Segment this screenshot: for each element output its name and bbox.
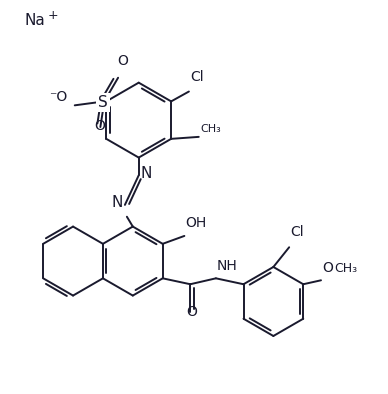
Text: O: O [94, 119, 105, 133]
Text: +: + [48, 9, 59, 22]
Text: N: N [111, 195, 123, 210]
Text: O: O [186, 305, 197, 319]
Text: CH₃: CH₃ [201, 124, 222, 134]
Text: Cl: Cl [290, 225, 304, 240]
Text: OH: OH [185, 216, 206, 230]
Text: Cl: Cl [190, 70, 203, 84]
Text: Na: Na [24, 13, 45, 28]
Text: N: N [141, 166, 152, 181]
Text: CH₃: CH₃ [334, 262, 357, 275]
Text: NH: NH [217, 259, 237, 273]
Text: ⁻O: ⁻O [49, 90, 68, 104]
Text: O: O [322, 261, 333, 275]
Text: O: O [117, 54, 128, 68]
Text: S: S [99, 95, 108, 110]
